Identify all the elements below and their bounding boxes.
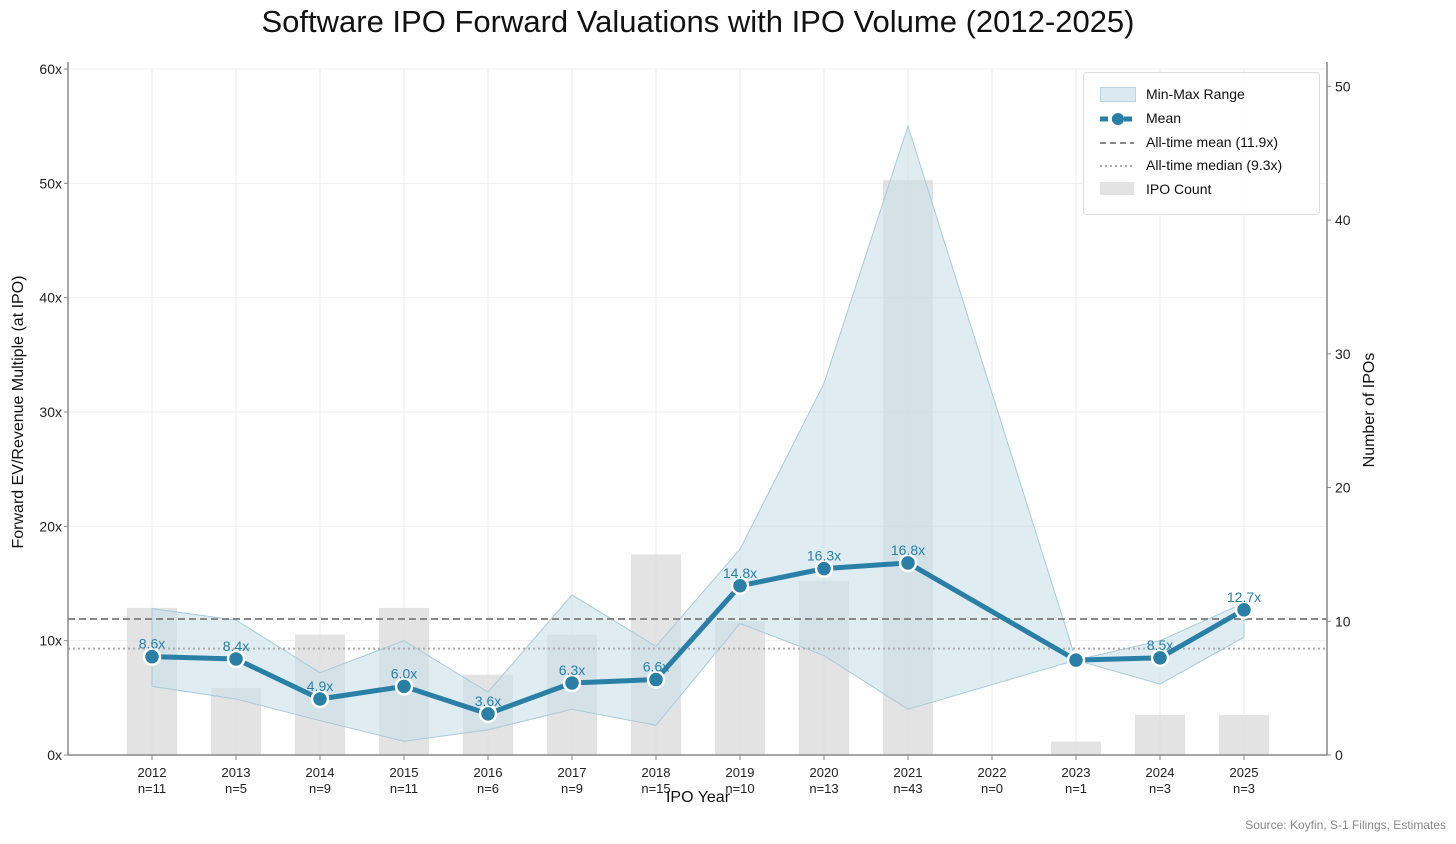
mean-data-label: 16.8x <box>891 542 925 558</box>
x-tick-n-label: n=11 <box>390 781 418 796</box>
y2-tick-label: 50 <box>1335 78 1351 94</box>
mean-data-label: 12.7x <box>1227 589 1261 605</box>
x-tick-label: 2019 <box>726 765 755 780</box>
y2-tick-label: 30 <box>1335 346 1351 362</box>
ipo-count-bar <box>1135 714 1185 755</box>
legend-all-median-label: All-time median (9.3x) <box>1146 157 1283 173</box>
mean-point <box>562 673 582 693</box>
y-tick-label: 60x <box>39 61 62 77</box>
legend-count-swatch <box>1100 182 1134 195</box>
mean-data-label: 8.4x <box>223 638 249 654</box>
mean-data-label: 6.6x <box>643 659 669 675</box>
y-tick-label: 50x <box>39 175 62 191</box>
mean-point <box>814 559 834 578</box>
x-tick-label: 2013 <box>222 765 251 780</box>
x-tick-label: 2015 <box>390 765 419 780</box>
y-tick-label: 10x <box>39 633 62 649</box>
x-tick-n-label: n=11 <box>138 781 166 796</box>
y-tick-label: 30x <box>39 404 62 420</box>
ipo-count-bar <box>1051 741 1101 755</box>
y-tick-label: 20x <box>39 518 62 534</box>
mean-data-label: 3.6x <box>475 693 501 709</box>
x-tick-n-label: n=9 <box>309 781 331 796</box>
source-note: Source: Koyfin, S-1 Filings, Estimates <box>1245 818 1446 832</box>
mean-data-label: 8.5x <box>1147 637 1173 653</box>
legend-mean-swatch <box>1100 113 1134 125</box>
x-tick-label: 2016 <box>474 765 503 780</box>
x-tick-label: 2025 <box>1230 765 1259 780</box>
x-tick-n-label: n=9 <box>561 781 583 796</box>
legend-range-label: Min-Max Range <box>1146 86 1245 102</box>
mean-point <box>1066 650 1086 670</box>
mean-data-label: 14.8x <box>723 565 757 581</box>
legend-count-label: IPO Count <box>1146 181 1212 197</box>
mean-point <box>310 689 330 709</box>
legend-mean-label: Mean <box>1146 110 1182 126</box>
x-tick-label: 2014 <box>306 765 335 780</box>
mean-point <box>898 553 918 573</box>
x-tick-n-label: n=1 <box>1065 781 1087 796</box>
mean-point <box>646 670 666 689</box>
x-tick-label: 2017 <box>558 765 587 780</box>
y2-tick-label: 20 <box>1335 480 1351 496</box>
x-tick-n-label: n=3 <box>1233 781 1255 796</box>
x-tick-n-label: n=0 <box>981 781 1003 796</box>
mean-point <box>478 704 498 724</box>
mean-point <box>1150 648 1170 668</box>
mean-point <box>1234 600 1254 620</box>
y2-tick-label: 40 <box>1335 212 1351 228</box>
x-tick-label: 2018 <box>642 765 671 780</box>
x-tick-n-label: n=43 <box>893 781 922 796</box>
mean-data-label: 4.9x <box>307 678 333 694</box>
mean-point <box>730 576 750 596</box>
x-tick-label: 2020 <box>810 765 839 780</box>
legend: Min-Max Range Mean All-time mean (11.9x)… <box>1083 72 1320 215</box>
x-tick-n-label: n=5 <box>225 781 247 796</box>
x-tick-label: 2024 <box>1146 765 1175 780</box>
mean-point <box>142 647 162 666</box>
x-axis-label: IPO Year <box>666 789 731 806</box>
x-tick-n-label: n=15 <box>641 781 670 796</box>
x-tick-n-label: n=6 <box>477 781 499 796</box>
ipo-count-bar <box>1219 714 1269 755</box>
y-tick-label: 0x <box>47 747 62 763</box>
y-tick-label: 40x <box>39 290 62 306</box>
x-tick-label: 2021 <box>894 765 923 780</box>
legend-all-mean-swatch <box>1100 142 1134 144</box>
mean-point <box>226 649 246 669</box>
x-tick-label: 2022 <box>978 765 1007 780</box>
x-tick-n-label: n=3 <box>1149 781 1171 796</box>
x-tick-n-label: n=10 <box>725 781 754 796</box>
min-max-range-band <box>151 124 1245 742</box>
y2-axis-label: Number of IPOs <box>1361 353 1378 468</box>
legend-all-mean-label: All-time mean (11.9x) <box>1146 134 1279 150</box>
y2-tick-label: 0 <box>1335 747 1343 763</box>
legend-all-median-swatch <box>1100 165 1134 167</box>
mean-data-label: 8.6x <box>139 636 165 652</box>
y-axis-label: Forward EV/Revenue Multiple (at IPO) <box>10 276 27 549</box>
chart-title: Software IPO Forward Valuations with IPO… <box>261 4 1135 39</box>
mean-point <box>394 677 414 696</box>
mean-data-label: 6.0x <box>391 665 417 681</box>
x-tick-n-label: n=13 <box>809 781 838 796</box>
x-tick-label: 2023 <box>1062 765 1091 780</box>
legend-range-swatch <box>1100 87 1136 102</box>
y2-tick-label: 10 <box>1335 613 1351 629</box>
mean-data-label: 16.3x <box>807 548 841 564</box>
x-tick-label: 2012 <box>138 765 167 780</box>
mean-data-label: 6.3x <box>559 662 585 678</box>
